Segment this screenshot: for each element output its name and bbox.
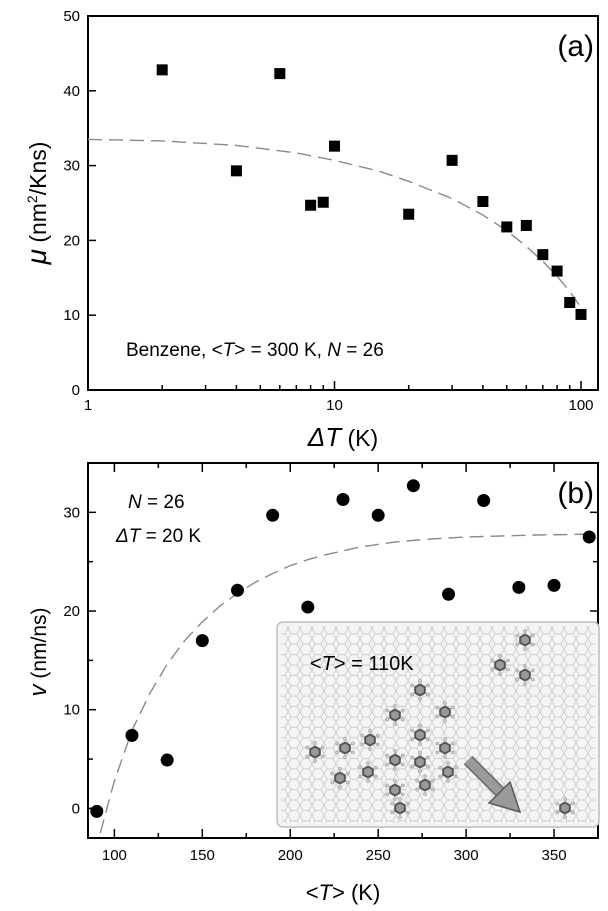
a-data-point	[156, 64, 168, 76]
panel-b-ticks: 0 10 20 30 100 150 200 250 300 350	[63, 463, 599, 864]
b-y-tick-label: 20	[63, 603, 80, 620]
a-data-point	[520, 219, 532, 231]
b-x-tick-label: 150	[190, 847, 215, 864]
panel-b-annotation-dt: ΔT = 20 K	[115, 526, 201, 547]
panel-a-frame	[87, 15, 599, 391]
b-data-point	[301, 600, 315, 614]
b-y-tick-label: 10	[63, 702, 80, 719]
panel-b-label: (b)	[557, 477, 594, 510]
benzene-molecule-icon	[410, 724, 430, 746]
a-data-point	[305, 199, 317, 211]
panel-b-y-axis-label: v (nm/ns)	[25, 607, 52, 696]
b-data-point	[230, 583, 244, 597]
benzene-molecule-icon	[385, 779, 405, 801]
b-y-tick-label: 0	[72, 800, 80, 817]
panel-b-points	[90, 479, 596, 818]
b-data-point	[90, 804, 104, 818]
benzene-molecule-icon	[490, 654, 510, 676]
a-data-point	[403, 208, 415, 220]
panel-b-annotation-n: N = 26	[128, 492, 185, 513]
panel-a-ticks: 0 10 20 30 40 50 1 10 100	[63, 8, 593, 414]
inset-graphene-lattice	[281, 626, 595, 823]
benzene-molecule-icon	[410, 679, 430, 701]
benzene-molecule-icon	[410, 751, 430, 773]
benzene-molecule-icon	[435, 737, 455, 759]
a-y-tick-label: 10	[63, 307, 80, 324]
a-data-point	[274, 68, 286, 80]
b-data-point	[125, 728, 139, 742]
inset-graphene-snapshot: <T> = 110K	[276, 621, 600, 828]
b-data-point	[582, 530, 596, 544]
benzene-molecule-icon	[305, 741, 325, 763]
panel-a-y-axis-label: μ (nm2/Kns)	[21, 142, 52, 266]
b-data-point	[336, 493, 350, 507]
benzene-molecule-icon	[435, 701, 455, 723]
panel-a-annotation: Benzene, <T> = 300 K, N = 26	[126, 340, 384, 361]
panel-a-label: (a)	[557, 30, 594, 63]
a-data-point	[537, 249, 549, 261]
a-x-tick-label: 1	[84, 397, 92, 414]
b-data-point	[406, 479, 420, 493]
a-data-point	[575, 308, 587, 320]
panel-a: 0 10 20 30 40 50 1 10 100 (a) Benzene, <T> = 300…	[21, 8, 599, 452]
b-data-point	[477, 494, 491, 507]
a-y-tick-label: 30	[63, 158, 80, 175]
benzene-molecule-icon	[385, 704, 405, 726]
b-x-tick-label: 200	[278, 847, 303, 864]
b-x-tick-label: 350	[542, 847, 567, 864]
inset-molecules	[305, 629, 575, 819]
b-data-point	[160, 753, 174, 767]
a-data-point	[501, 221, 513, 233]
benzene-molecule-icon	[438, 761, 458, 783]
panel-a-points	[156, 64, 587, 320]
a-data-point	[317, 196, 329, 208]
a-y-tick-label: 50	[63, 8, 80, 25]
benzene-molecule-icon	[390, 797, 410, 819]
a-y-tick-label: 0	[72, 382, 80, 399]
benzene-molecule-icon	[330, 767, 350, 789]
benzene-molecule-icon	[515, 664, 535, 686]
a-data-point	[551, 265, 563, 277]
a-x-tick-label: 100	[568, 397, 593, 414]
benzene-molecule-icon	[515, 629, 535, 651]
panel-b-x-axis-label: <T> (K)	[306, 880, 381, 905]
inset-label: <T> = 110K	[310, 653, 414, 675]
benzene-molecule-icon	[385, 749, 405, 771]
a-data-point	[329, 140, 340, 152]
b-data-point	[547, 578, 561, 592]
b-x-tick-label: 300	[454, 847, 479, 864]
benzene-molecule-icon	[335, 737, 355, 759]
b-x-tick-label: 100	[102, 847, 127, 864]
b-data-point	[266, 508, 280, 522]
a-data-point	[446, 154, 458, 166]
benzene-molecule-icon	[360, 729, 380, 751]
a-data-point	[477, 196, 489, 208]
panel-a-x-axis-label: ΔT (K)	[307, 422, 378, 452]
a-data-point	[564, 296, 576, 308]
b-data-point	[442, 587, 456, 601]
a-x-tick-label: 10	[326, 397, 343, 414]
a-data-point	[230, 165, 242, 177]
b-data-point	[195, 634, 209, 648]
benzene-molecule-icon	[415, 774, 435, 796]
benzene-molecule-icon	[555, 797, 575, 819]
a-y-tick-label: 40	[63, 83, 80, 100]
motion-arrow-icon	[463, 755, 522, 814]
b-y-tick-label: 30	[63, 504, 80, 521]
b-data-point	[371, 508, 385, 522]
b-data-point	[512, 580, 526, 594]
a-y-tick-label: 20	[63, 232, 80, 249]
b-x-tick-label: 250	[366, 847, 391, 864]
benzene-molecule-icon	[358, 761, 378, 783]
panel-b: 0 10 20 30 100 150 200 250 300 350 <T> = 110K (b)…	[25, 462, 600, 905]
